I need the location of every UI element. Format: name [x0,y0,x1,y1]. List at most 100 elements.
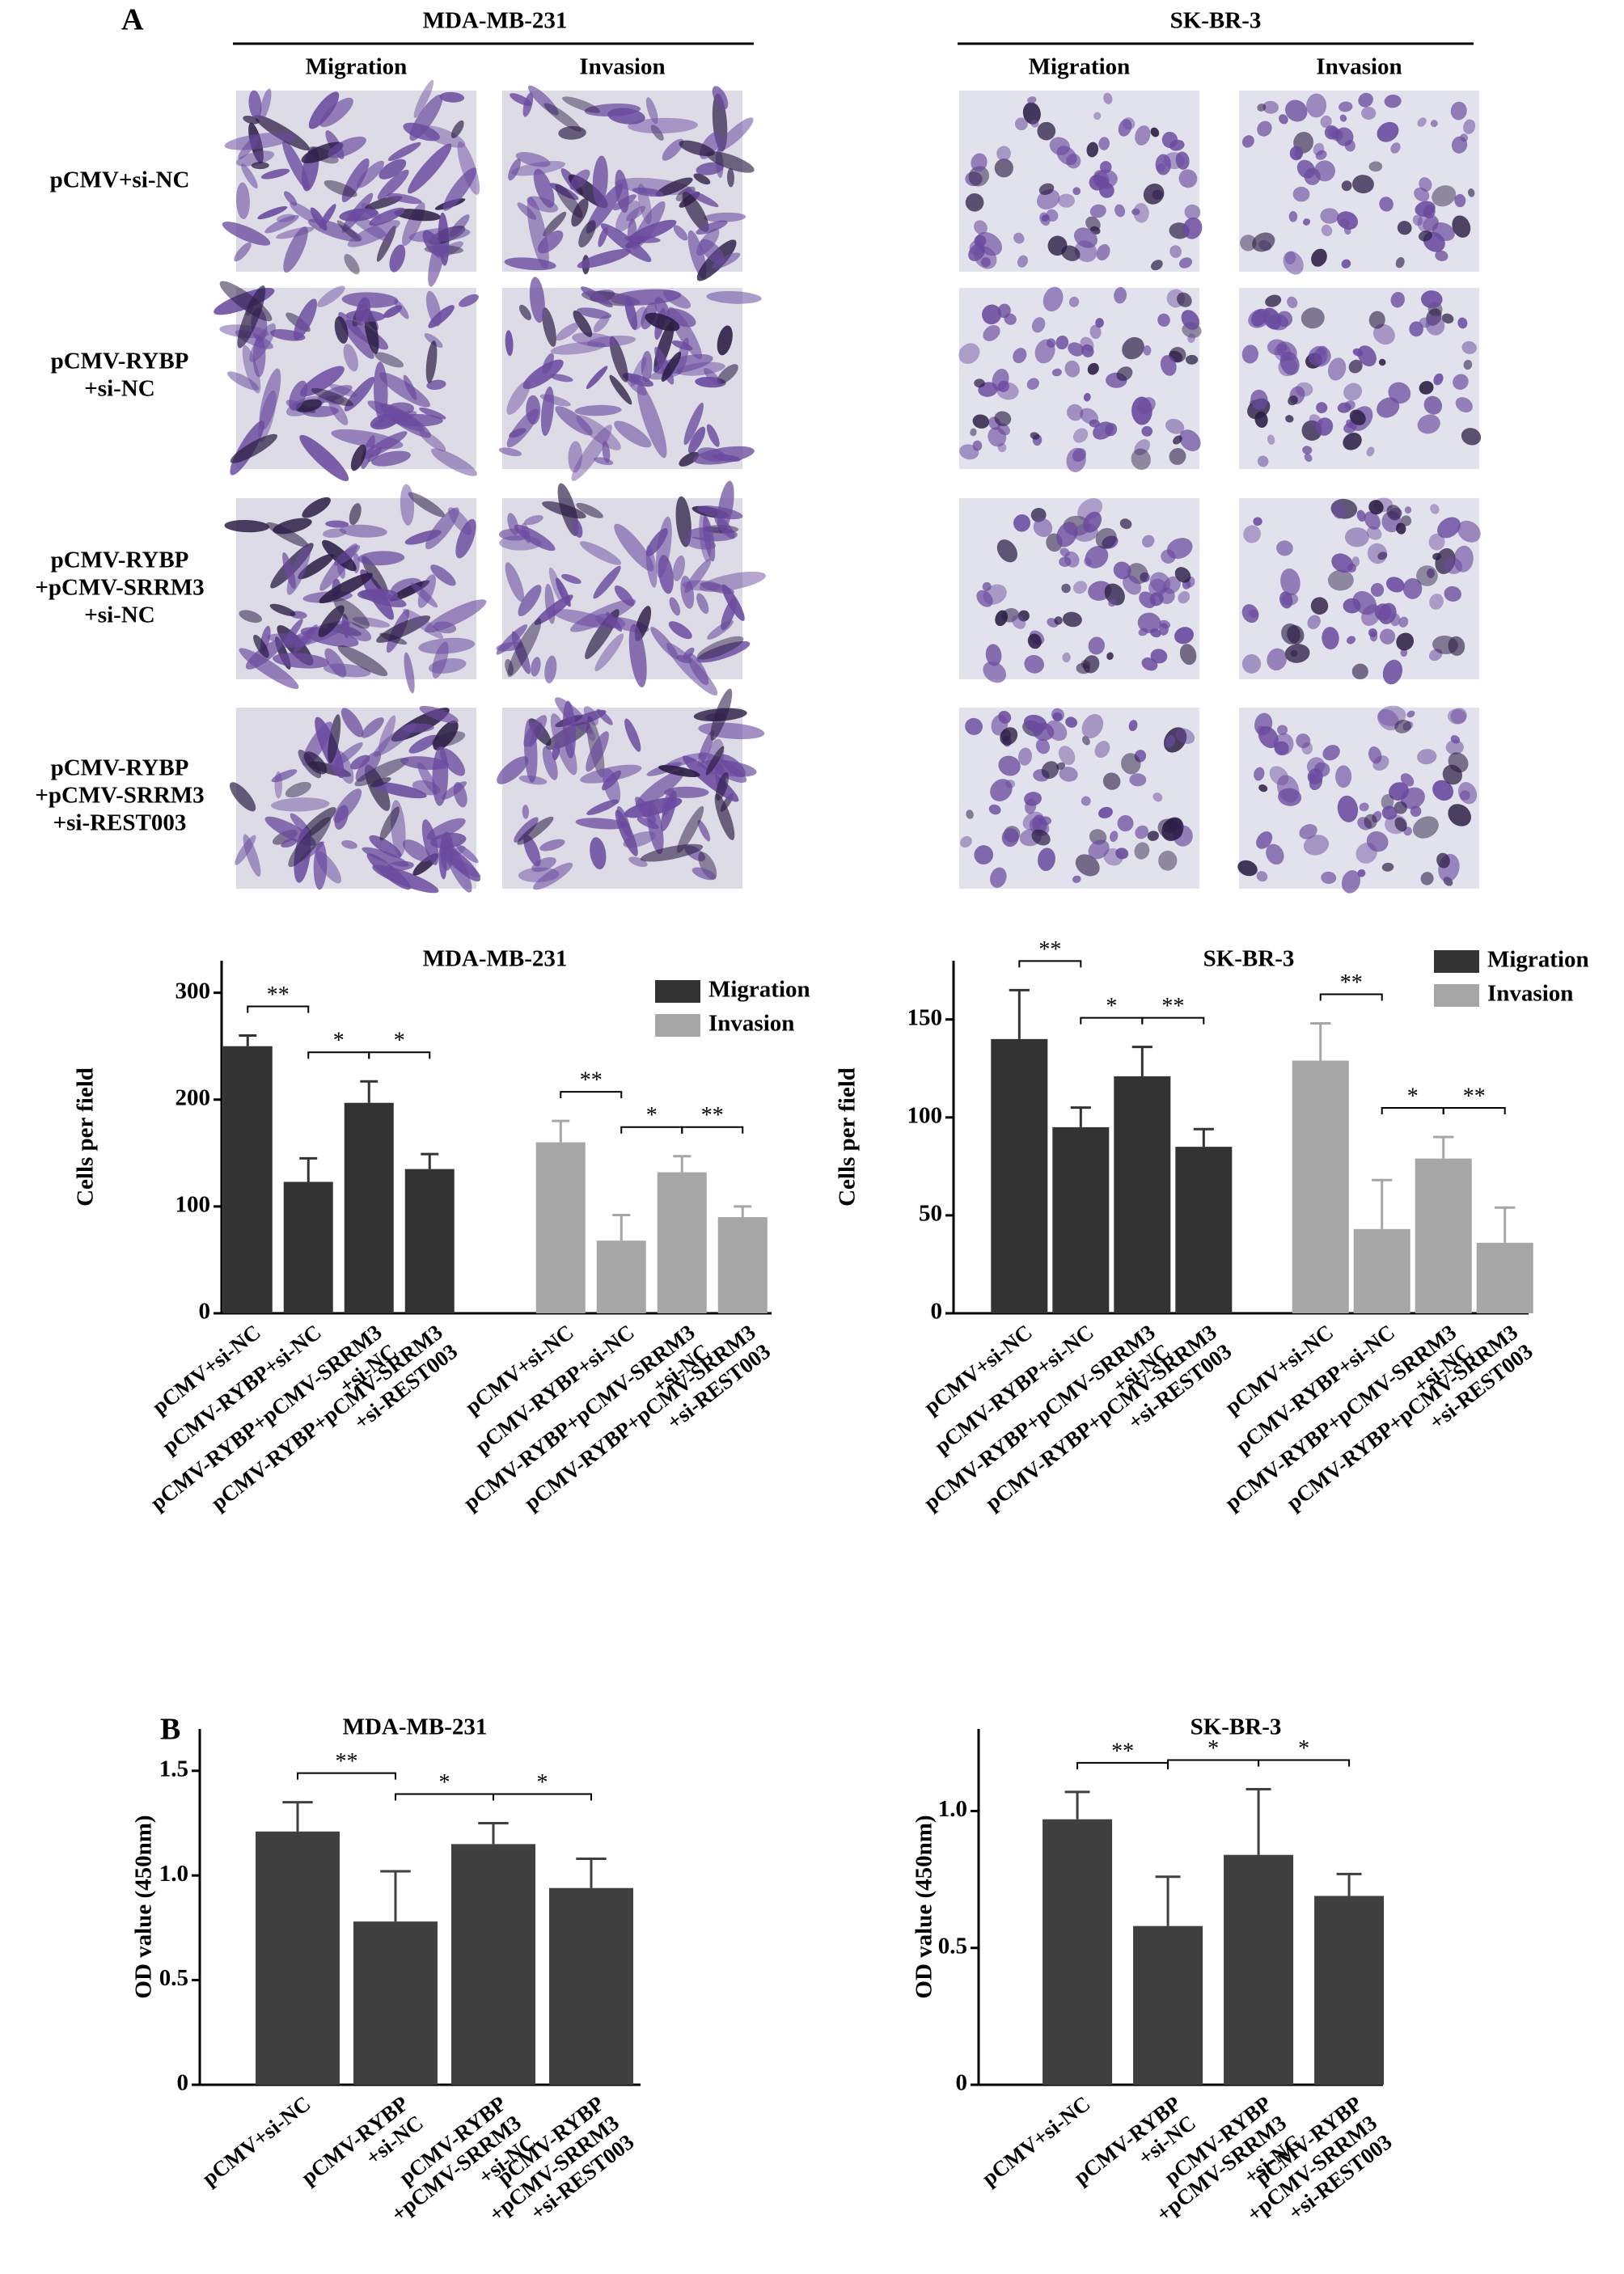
x-tick-label-line: pCMV-RYBP+pCMV-SRRM3 [919,1320,1159,1515]
cell [298,553,334,580]
significance-label: ** [701,1103,724,1128]
cell [1367,543,1388,564]
cell [1084,557,1092,567]
cell [555,184,583,218]
cell [234,242,252,262]
cell [628,623,647,687]
cell [1240,235,1257,251]
cell [1285,99,1308,122]
cell [1381,862,1394,872]
cell [374,352,404,368]
y-tick-label: 150 [907,1004,943,1030]
cell [340,708,364,738]
cell [581,286,613,308]
cell [1062,652,1071,663]
row-label: +si-NC [84,376,154,402]
cell [1313,762,1330,777]
bar [1114,1076,1171,1313]
cell [1038,183,1055,196]
cell [1093,170,1110,188]
cell [1368,311,1385,329]
significance-bracket [1258,1759,1351,1767]
cell [1135,125,1151,146]
cell [379,372,430,408]
x-tick-label-line: pCMV+si-NC [197,2091,315,2191]
cell [1368,500,1384,515]
cell [1396,632,1415,651]
bar [1224,1854,1294,2085]
micrograph [502,85,755,281]
cell [1368,161,1383,172]
cell [1417,414,1440,434]
cell [1241,653,1262,674]
cell [696,162,724,175]
cell [1351,663,1368,680]
cell [703,368,721,386]
cell [990,867,1007,888]
cell [307,218,362,242]
cell [1444,585,1461,602]
cell [1266,843,1284,865]
cell [1027,633,1042,649]
cell [239,610,262,623]
cell [1378,358,1386,366]
cell [1161,131,1178,149]
cell [1253,517,1262,526]
cell [969,239,984,256]
cell [1082,736,1090,746]
cell [450,120,464,138]
cell [1292,186,1310,202]
cell [1322,745,1340,761]
cell [419,430,446,452]
cell [995,610,1009,627]
cell [1061,245,1081,261]
cell [1430,120,1438,128]
cell [1134,842,1150,860]
cell [325,520,349,528]
cell [505,659,514,676]
y-tick-label: 1.5 [159,1756,188,1782]
row-label: +si-REST003 [53,810,187,836]
cell [609,336,628,383]
cell [550,341,606,355]
cell [1311,248,1327,267]
cell [606,611,623,632]
cell [706,424,720,447]
column-header: Migration [306,54,408,80]
cell [1013,348,1027,364]
cell [439,748,466,776]
cell [1280,568,1300,596]
cell [1463,359,1473,370]
cell [403,122,440,142]
cell [430,564,456,586]
cell [302,497,331,518]
legend-label: Invasion [708,1011,794,1037]
cell [1133,203,1149,223]
cell [578,220,596,248]
cell [376,226,396,262]
y-tick-label: 0.5 [159,1965,188,1991]
cell [1068,342,1085,357]
significance-label: * [333,1029,345,1054]
cell [1287,296,1298,309]
cell [586,366,608,390]
cell [966,809,974,819]
cell [343,344,358,372]
cell [1450,101,1467,120]
cell [1089,324,1102,340]
cell [1062,611,1082,628]
error-bar [299,1156,318,1182]
cell [673,225,688,241]
cell [1075,854,1100,877]
cell [696,636,744,660]
cell [668,306,702,360]
cell [1447,708,1466,725]
chart-title: MDA-MB-231 [343,1714,488,1740]
cell [1457,317,1468,329]
cell [562,96,601,113]
cell [1327,357,1347,381]
cell [645,545,658,588]
y-axis-label: OD value (450nm) [131,1815,157,1998]
cell [1308,345,1331,367]
cell [404,652,415,694]
